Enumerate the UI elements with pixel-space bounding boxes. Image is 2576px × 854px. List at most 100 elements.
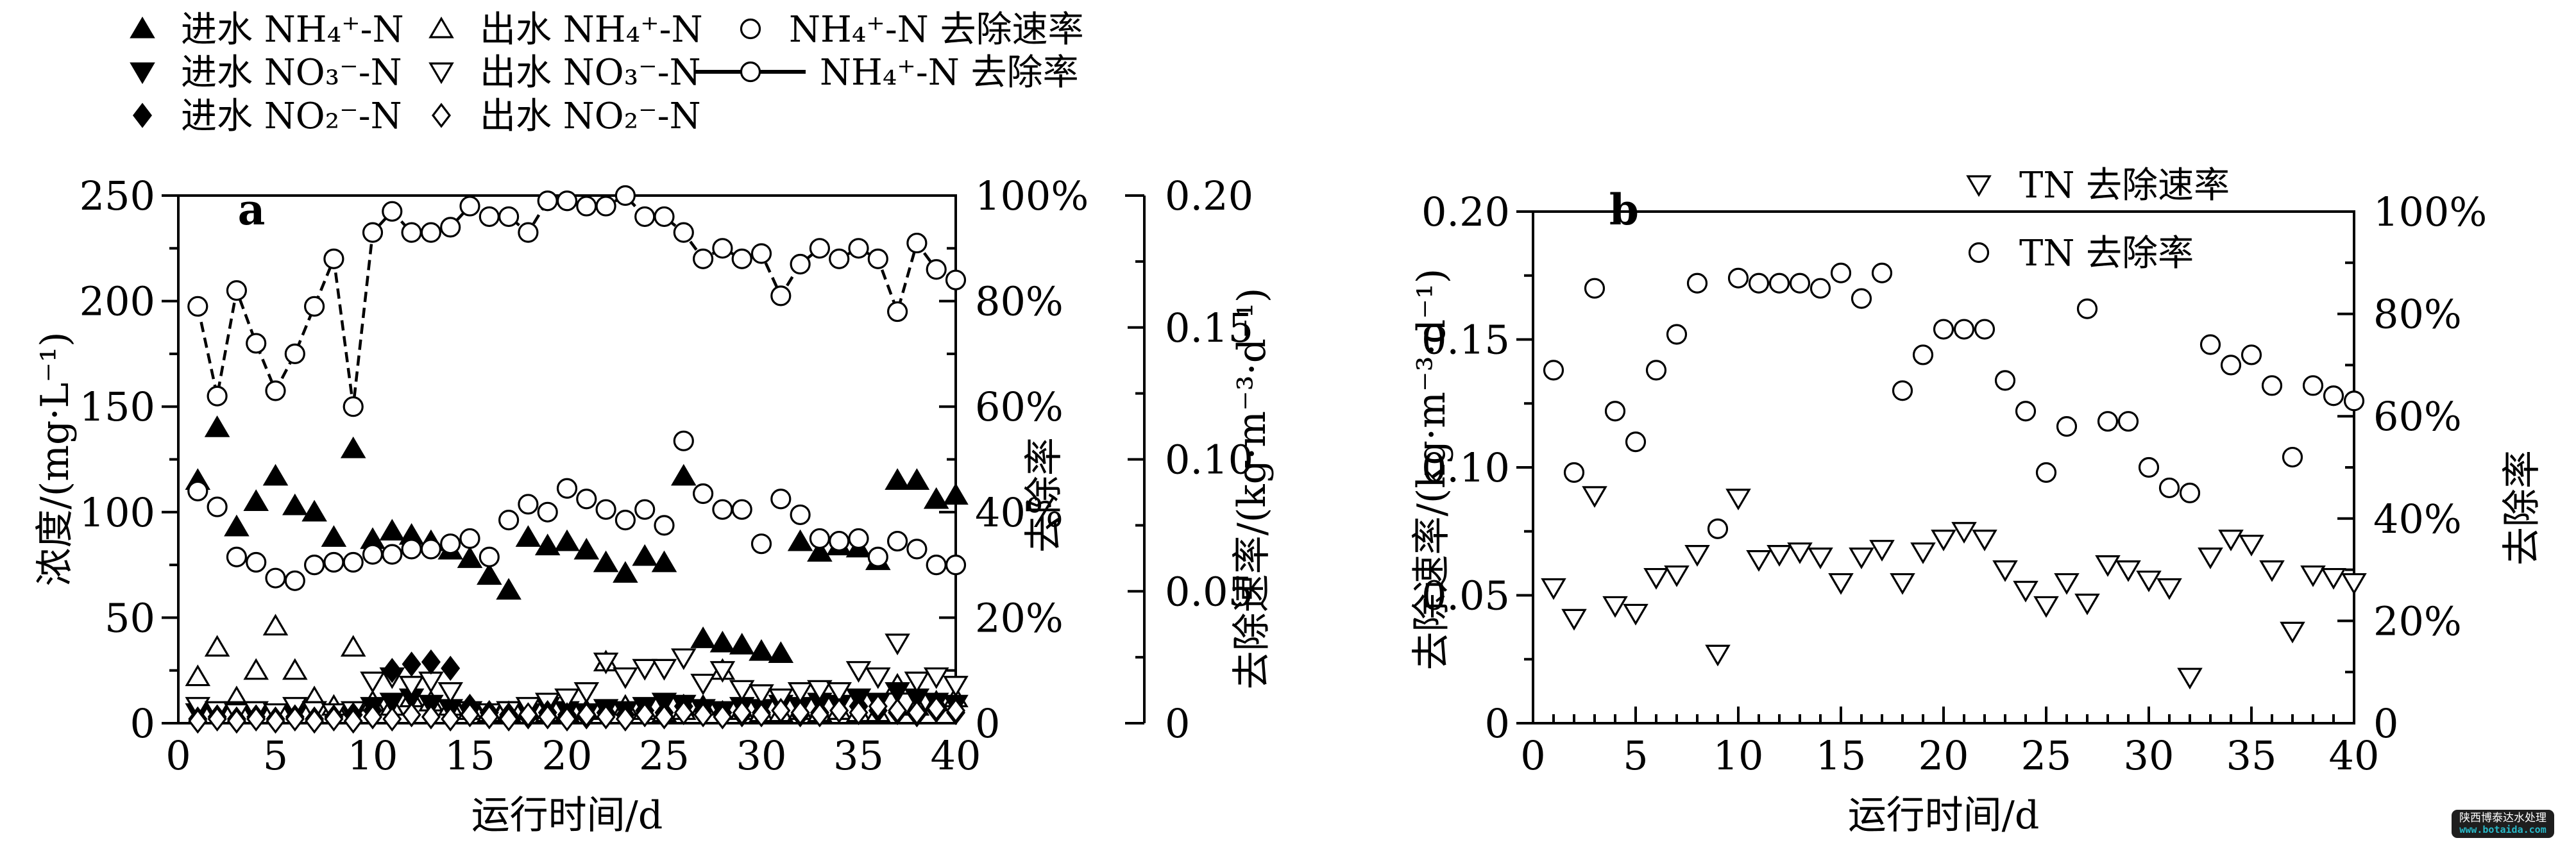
data-point <box>807 540 833 562</box>
data-point <box>907 699 927 726</box>
data-point <box>382 201 403 222</box>
data-point <box>577 702 597 728</box>
data-point <box>1643 567 1669 590</box>
data-point <box>614 185 636 206</box>
series-出水 NO₂⁻-N <box>188 694 966 734</box>
x-tick-label: 25 <box>2021 732 2072 779</box>
data-point <box>437 682 463 704</box>
legend-panel-b: TN 去除速率 TN 去除率 <box>1966 165 2230 274</box>
data-point <box>771 698 791 723</box>
data-point <box>207 385 228 406</box>
data-point <box>226 546 247 567</box>
data-point <box>926 259 947 280</box>
data-point <box>1830 262 1852 283</box>
data-point <box>634 206 656 228</box>
left-tick-label: 0.15 <box>1421 317 1510 364</box>
legend-marker-tri_up_filled <box>130 16 155 38</box>
data-point <box>848 528 869 549</box>
data-point <box>731 499 752 520</box>
data-point <box>402 702 421 728</box>
legend-marker-tri_down_filled <box>130 62 155 85</box>
rate-tick-label: 0 <box>1165 700 1190 747</box>
data-point <box>865 667 891 689</box>
watermark-text: 陕西博泰达水处理 <box>2459 812 2546 825</box>
legend-marker-tri_up_open <box>428 16 454 38</box>
legend-label: 进水 NH₄⁺-N <box>181 9 404 51</box>
data-point <box>596 704 616 730</box>
data-point <box>246 551 267 573</box>
data-point <box>595 499 616 520</box>
data-point <box>615 706 635 732</box>
data-point <box>421 649 441 675</box>
data-point <box>2138 456 2160 478</box>
data-point <box>2015 401 2037 422</box>
data-point <box>301 499 327 522</box>
data-point <box>556 190 578 212</box>
panel-letter: b <box>1609 185 1639 235</box>
data-point <box>2198 548 2223 569</box>
data-point <box>1768 272 1790 294</box>
data-point <box>2074 593 2100 615</box>
data-point <box>1645 360 1667 381</box>
data-point <box>343 551 364 573</box>
data-point <box>1828 573 1854 595</box>
x-tick-label: 25 <box>639 732 690 779</box>
left-tick-label: 0.10 <box>1421 444 1510 491</box>
right-pct-axis: 0 20% 40% 60% 80% 100% 去除率 <box>2337 188 2545 747</box>
legend-item: 出水 NO₂⁻-N <box>431 96 701 137</box>
data-point <box>537 501 558 523</box>
data-point <box>2117 411 2139 432</box>
data-point <box>2013 580 2038 603</box>
data-point <box>770 285 792 306</box>
data-point <box>246 706 266 732</box>
data-point <box>479 206 500 228</box>
data-point <box>573 682 600 704</box>
data-point <box>673 430 694 451</box>
right-pct-tick-label: 0 <box>2373 700 2398 747</box>
data-point <box>943 676 969 698</box>
data-point <box>614 510 636 531</box>
data-point <box>906 539 928 560</box>
data-point <box>477 563 502 585</box>
data-point <box>207 706 227 732</box>
data-point <box>382 544 403 565</box>
legend-label: 进水 NO₃⁻-N <box>181 52 402 94</box>
legend-item: TN 去除速率 <box>1966 165 2230 206</box>
data-point <box>576 489 597 510</box>
data-point <box>945 698 966 723</box>
data-point <box>343 708 363 734</box>
data-point <box>224 514 250 537</box>
data-point <box>265 567 286 589</box>
data-point <box>2157 578 2182 600</box>
data-point <box>554 688 580 710</box>
data-point <box>515 525 541 547</box>
data-point <box>749 639 774 661</box>
data-point <box>573 537 600 560</box>
left-axis: 0 0.05 0.10 0.15 0.20 去除速率/(kg·m⁻³·d⁻¹) <box>1409 188 1533 747</box>
data-point <box>654 704 674 730</box>
data-point <box>1972 530 1997 551</box>
x-axis: 0 5 10 15 20 25 30 35 40 运行时间/d <box>165 707 981 838</box>
data-point <box>1890 573 1915 595</box>
right-pct-tick-label: 100% <box>2373 188 2487 235</box>
data-point <box>246 333 267 354</box>
data-point <box>2136 570 2162 592</box>
data-point <box>282 658 308 680</box>
left-tick-label: 50 <box>105 594 155 641</box>
data-point <box>185 664 211 687</box>
right-pct-axis-title: 去除率 <box>2500 450 2545 565</box>
data-point <box>496 578 521 600</box>
data-point <box>2177 667 2203 690</box>
data-point <box>266 708 285 734</box>
data-point <box>2095 555 2121 577</box>
data-point <box>2261 375 2283 396</box>
data-point <box>826 682 852 704</box>
legend-marker-circle_open <box>740 18 761 40</box>
legend-label: 进水 NO₂⁻-N <box>181 96 402 137</box>
data-point <box>868 694 888 719</box>
data-point <box>751 702 772 728</box>
data-point <box>848 238 869 259</box>
x-tick-label: 0 <box>1520 732 1545 779</box>
